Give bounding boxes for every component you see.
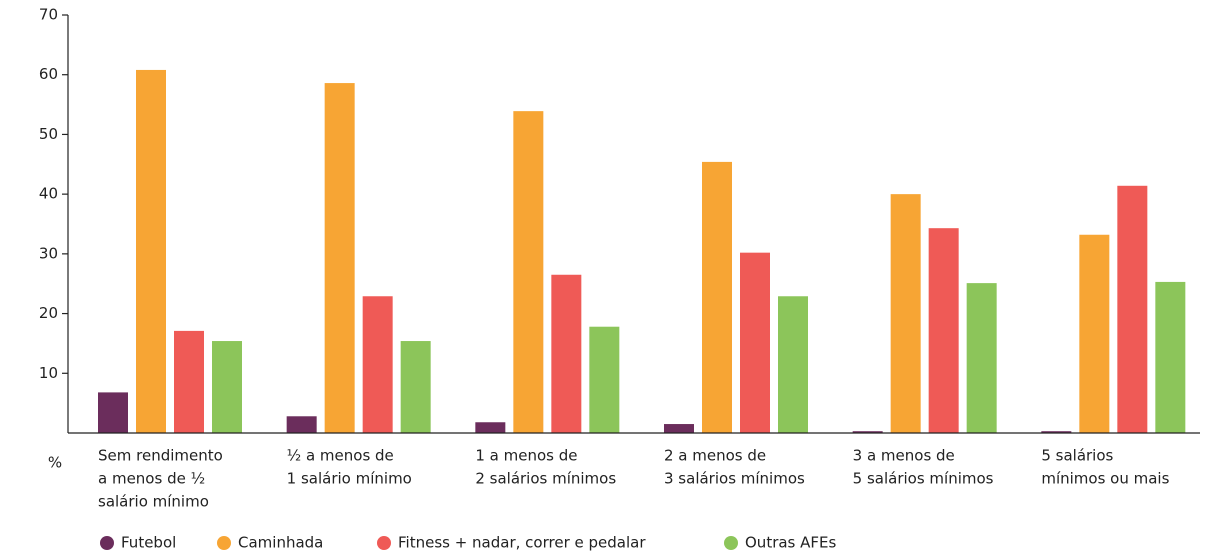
y-tick-label: 50 — [39, 125, 58, 143]
y-tick-label: 30 — [39, 244, 58, 262]
bar — [589, 326, 620, 433]
x-tick-label: mínimos ou mais — [1041, 470, 1169, 488]
legend-label: Fitness + nadar, correr e pedalar — [398, 534, 646, 552]
x-tick-label: ½ a menos de — [287, 447, 394, 465]
x-tick-label: 5 salários mínimos — [853, 470, 994, 488]
bar — [475, 422, 506, 433]
bar — [740, 252, 770, 433]
bar — [1041, 431, 1072, 433]
bar — [513, 111, 544, 433]
bar — [778, 296, 808, 433]
bar — [966, 283, 997, 433]
bar — [1117, 185, 1148, 433]
x-tick-label: 1 salário mínimo — [287, 470, 412, 488]
legend-marker — [724, 536, 738, 550]
legend-label: Futebol — [121, 534, 176, 552]
bar — [928, 228, 959, 433]
bar — [98, 392, 128, 433]
bar — [136, 69, 166, 434]
y-tick-label: 40 — [39, 185, 58, 203]
bar — [174, 330, 204, 433]
x-tick-label: 5 salários — [1041, 447, 1113, 465]
y-axis-label: % — [48, 454, 62, 472]
legend-label: Outras AFEs — [745, 534, 837, 552]
legend-marker — [217, 536, 231, 550]
bar — [400, 341, 431, 433]
x-tick-label: 3 salários mínimos — [664, 470, 805, 488]
bar — [702, 161, 732, 433]
y-tick-label: 70 — [39, 6, 58, 24]
bar — [551, 274, 582, 433]
bar — [1079, 234, 1110, 433]
bar — [852, 431, 883, 433]
bar — [286, 416, 317, 433]
y-tick-label: 60 — [39, 65, 58, 83]
x-tick-label: 3 a menos de — [853, 447, 955, 465]
x-tick-label: 2 a menos de — [664, 447, 766, 465]
bar — [664, 424, 694, 433]
x-tick-label: salário mínimo — [98, 493, 209, 511]
bar — [362, 296, 393, 433]
legend-marker — [100, 536, 114, 550]
y-tick-label: 20 — [39, 304, 58, 322]
bar — [1155, 281, 1186, 433]
bar — [890, 194, 921, 433]
x-tick-label: a menos de ½ — [98, 470, 205, 488]
x-tick-label: 2 salários mínimos — [475, 470, 616, 488]
x-tick-label: Sem rendimento — [98, 447, 223, 465]
bar — [212, 341, 242, 433]
legend-label: Caminhada — [238, 534, 323, 552]
legend-marker — [377, 536, 391, 550]
bar — [324, 83, 355, 434]
x-tick-label: 1 a menos de — [475, 447, 577, 465]
y-tick-label: 10 — [39, 364, 58, 382]
